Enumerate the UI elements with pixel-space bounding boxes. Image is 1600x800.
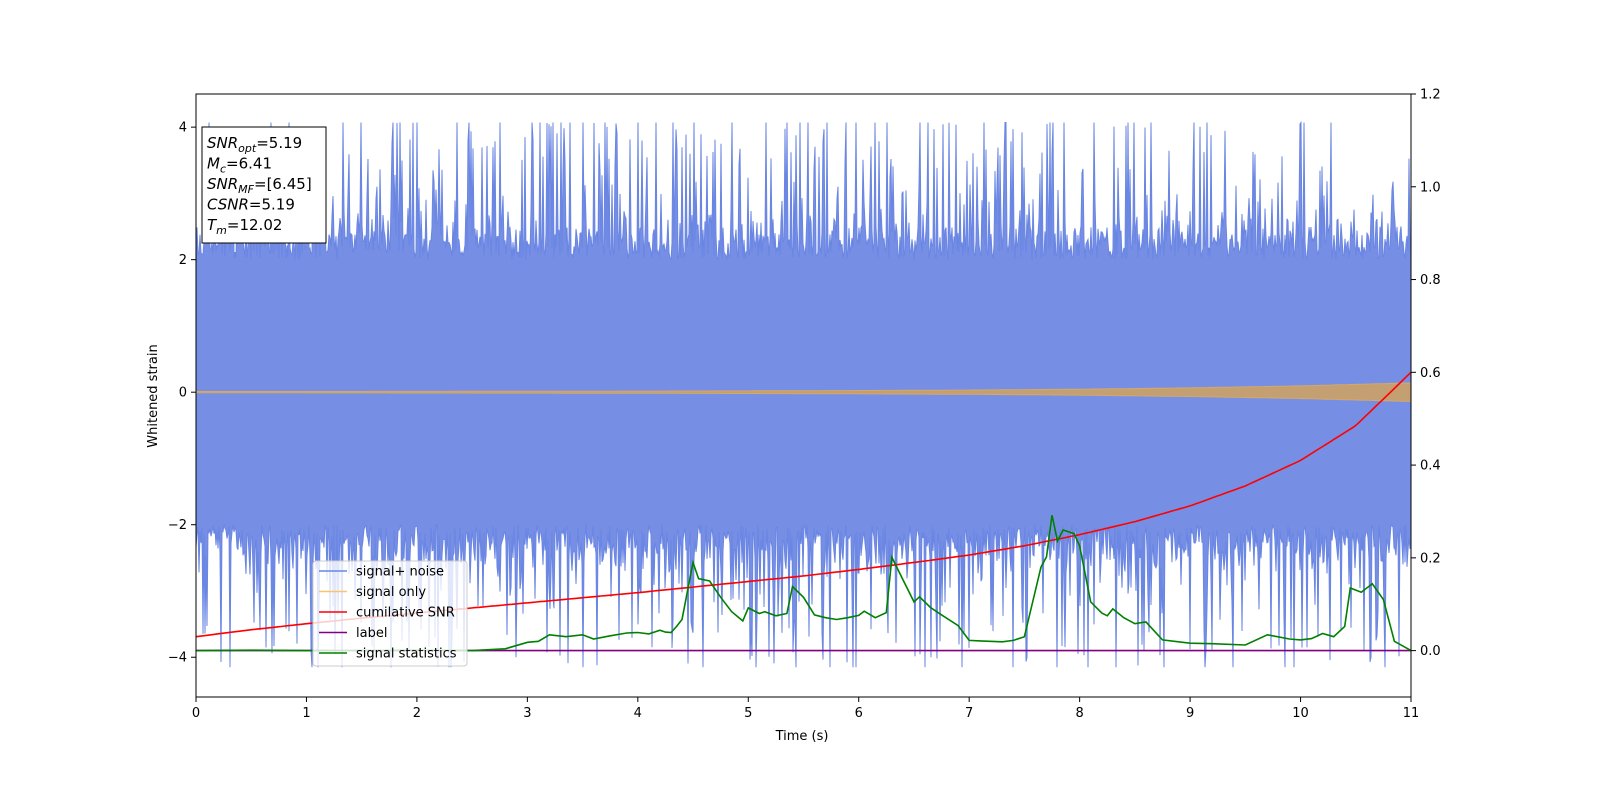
plot-frame — [195, 93, 1412, 698]
x-tick-label: 10 — [1292, 706, 1309, 721]
y-axis-label: Whitened strain — [146, 344, 161, 447]
x-tick-label: 9 — [1186, 706, 1194, 721]
legend-label: label — [356, 626, 387, 641]
y-tick-label: −4 — [168, 651, 187, 666]
annotation-line: Tm=12.02 — [207, 216, 282, 237]
x-tick-label: 3 — [523, 706, 531, 721]
annotation-line: SNRopt=5.19 — [207, 134, 302, 155]
annotation-symbol: SNR — [207, 134, 238, 152]
y2-tick-label: 1.0 — [1420, 180, 1441, 195]
x-tick-label: 6 — [855, 706, 863, 721]
annotation-symbol: T — [207, 216, 218, 234]
x-tick-label: 7 — [965, 706, 973, 721]
legend: signal+ noise signal only cumilative SNR la… — [312, 560, 468, 667]
legend-label: cumilative SNR — [356, 606, 455, 621]
y2-tick-label: 0.2 — [1420, 551, 1441, 566]
annotation-subscript: m — [216, 224, 227, 237]
y-tick-label: 2 — [179, 253, 187, 268]
annotation-symbol: CSNR — [207, 196, 249, 214]
x-tick-label: 11 — [1403, 706, 1420, 721]
annotation-value: =12.02 — [227, 216, 283, 234]
y-tick-label: −2 — [168, 518, 187, 533]
annotation-subscript: c — [220, 163, 226, 176]
y-tick-label: 4 — [179, 121, 187, 136]
annotation-box: SNRopt=5.19Mc=6.41SNRMF=[6.45]CSNR=5.19T… — [201, 126, 327, 244]
y-tick-label: 0 — [179, 386, 187, 401]
series-signal-noise — [196, 120, 1411, 668]
annotation-frame — [201, 126, 327, 244]
y2-tick-label: 0.6 — [1420, 366, 1441, 381]
legend-label: signal+ noise — [356, 565, 444, 580]
annotation-symbol: SNR — [207, 175, 238, 193]
x-axis-label: Time (s) — [775, 729, 829, 744]
legend-box — [312, 560, 468, 667]
x-tick-label: 2 — [413, 706, 421, 721]
annotation-value: =5.19 — [256, 134, 302, 152]
axes: 0 1 2 3 4 5 6 7 8 9 10 11 −4 −2 0 2 4 0.0 0.2 0.4 0.6 0.8 1.0 1… — [168, 88, 1441, 722]
annotation-line: Mc=6.41 — [207, 155, 272, 176]
annotation-subscript: MF — [238, 183, 254, 196]
annotation-line: SNRMF=[6.45] — [207, 175, 312, 196]
annotation-line: CSNR=5.19 — [207, 196, 295, 214]
legend-label: signal only — [356, 585, 426, 600]
annotation-value: =5.19 — [249, 196, 295, 214]
y2-tick-label: 1.2 — [1420, 88, 1441, 103]
annotation-symbol: M — [207, 155, 220, 173]
series-signal-only — [196, 382, 1411, 403]
plot-content — [196, 120, 1411, 668]
y2-tick-label: 0.4 — [1420, 459, 1441, 474]
x-tick-label: 4 — [634, 706, 642, 721]
annotation-subscript: opt — [238, 142, 257, 155]
x-tick-label: 8 — [1075, 706, 1083, 721]
y2-tick-label: 0.0 — [1420, 644, 1441, 659]
y2-tick-label: 0.8 — [1420, 273, 1441, 288]
legend-label: signal statistics — [356, 647, 457, 662]
annotation-value: =6.41 — [226, 155, 272, 173]
plot-area — [196, 120, 1411, 668]
x-tick-label: 0 — [192, 706, 200, 721]
series-signal-statistics — [196, 515, 1411, 652]
annotation-value: =[6.45] — [254, 175, 312, 193]
x-tick-label: 5 — [744, 706, 752, 721]
x-tick-label: 1 — [302, 706, 310, 721]
